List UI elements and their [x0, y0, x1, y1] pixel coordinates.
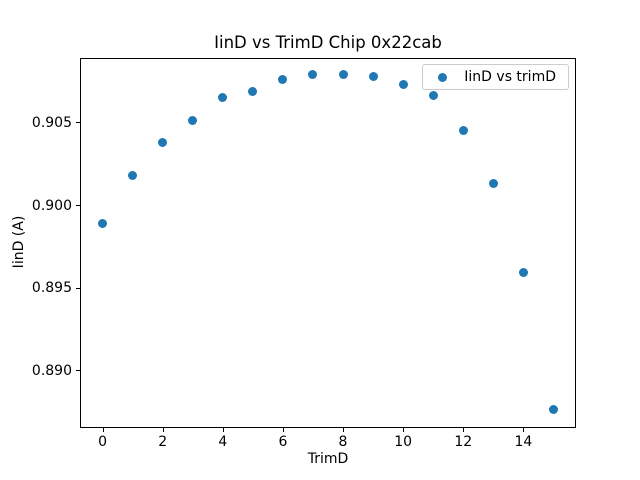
y-tick	[76, 122, 80, 124]
y-tick-label: 0.900	[31, 197, 72, 214]
data-point	[128, 170, 138, 180]
x-tick	[523, 428, 525, 432]
data-point	[158, 137, 168, 147]
data-point	[458, 126, 468, 136]
legend-label: IinD vs trimD	[464, 69, 556, 85]
x-axis-label: TrimD	[307, 451, 349, 467]
plot-area	[80, 58, 576, 428]
x-tick-label: 8	[338, 434, 348, 450]
data-point	[548, 405, 558, 415]
data-point	[518, 268, 528, 278]
x-tick-label: 12	[454, 434, 473, 450]
y-tick-label: 0.895	[31, 280, 72, 297]
x-tick-label: 10	[394, 434, 413, 450]
x-tick	[162, 428, 164, 432]
y-tick	[76, 287, 80, 289]
x-tick	[282, 428, 284, 432]
x-tick-label: 14	[514, 434, 533, 450]
legend-marker-icon	[438, 72, 448, 82]
data-point	[428, 91, 438, 101]
data-point	[278, 74, 288, 84]
data-point	[98, 218, 108, 228]
y-tick	[76, 370, 80, 372]
x-tick	[343, 428, 345, 432]
x-tick	[222, 428, 224, 432]
data-point	[488, 179, 498, 189]
legend: IinD vs trimD	[422, 64, 569, 90]
y-tick-label: 0.905	[31, 114, 72, 131]
x-tick	[102, 428, 104, 432]
x-tick	[403, 428, 405, 432]
x-tick	[463, 428, 465, 432]
y-tick-label: 0.890	[31, 362, 72, 379]
data-point	[338, 70, 348, 80]
data-point	[398, 79, 408, 89]
y-axis-label: IinD (A)	[11, 215, 27, 269]
data-point	[218, 93, 228, 103]
x-tick-label: 0	[98, 434, 107, 450]
y-tick	[76, 205, 80, 206]
x-tick-label: 6	[278, 434, 288, 450]
x-tick-label: 4	[218, 434, 228, 450]
data-point	[368, 71, 378, 81]
data-point	[248, 86, 258, 96]
data-point	[188, 116, 198, 126]
chart-title: IinD vs TrimD Chip 0x22cab	[214, 33, 442, 52]
x-tick-label: 2	[158, 434, 168, 450]
data-point	[308, 70, 318, 80]
